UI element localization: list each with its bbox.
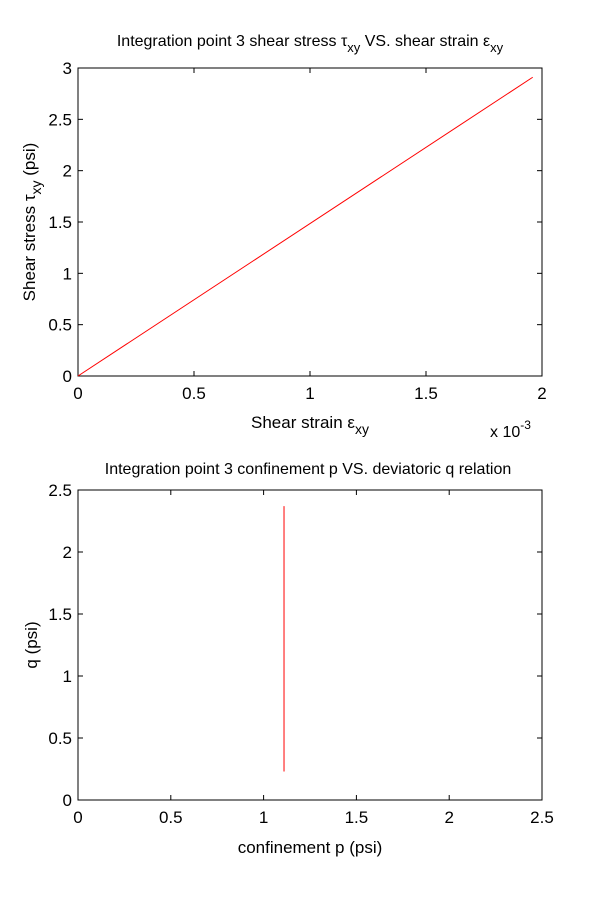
y-tick-label: 2.5 xyxy=(48,110,72,129)
p-q-axes: Integration point 3 confinement p VS. de… xyxy=(22,461,554,857)
plot1-ylabel: Shear stress τxy (psi) xyxy=(20,143,44,302)
shear-stress-strain-axes: Integration point 3 shear stress τxy VS.… xyxy=(20,33,547,441)
y-tick-label: 0.5 xyxy=(48,729,72,748)
x-tick-label: 2 xyxy=(537,384,546,403)
y-tick-label: 0.5 xyxy=(48,316,72,335)
y-tick-label: 1 xyxy=(63,264,72,283)
x-tick-label: 2.5 xyxy=(530,808,554,827)
y-tick-label: 2 xyxy=(63,162,72,181)
y-tick-label: 2 xyxy=(63,543,72,562)
x-tick-label: 0 xyxy=(73,808,82,827)
plot1-xlabel: Shear strain εxy xyxy=(251,413,369,437)
plot2-title: Integration point 3 confinement p VS. de… xyxy=(105,461,511,478)
y-tick-label: 1 xyxy=(63,667,72,686)
x-tick-label: 1 xyxy=(305,384,314,403)
plot2-ylabel: q (psi) xyxy=(22,621,41,668)
x-tick-label: 2 xyxy=(444,808,453,827)
y-tick-label: 0 xyxy=(63,791,72,810)
plot1-x-exponent: x 10-3 xyxy=(490,418,531,441)
y-tick-label: 1.5 xyxy=(48,605,72,624)
y-tick-label: 2.5 xyxy=(48,481,72,500)
plot2-xlabel: confinement p (psi) xyxy=(238,838,383,857)
plot2-frame xyxy=(77,489,543,801)
x-tick-label: 0 xyxy=(73,384,82,403)
plot1-title: Integration point 3 shear stress τxy VS.… xyxy=(117,33,504,55)
y-tick-label: 1.5 xyxy=(48,213,72,232)
y-tick-label: 0 xyxy=(63,367,72,386)
x-tick-label: 0.5 xyxy=(159,808,183,827)
y-tick-label: 3 xyxy=(63,59,72,78)
x-tick-label: 1.5 xyxy=(414,384,438,403)
series-line-shear xyxy=(77,76,533,377)
x-tick-label: 1 xyxy=(259,808,268,827)
x-tick-label: 0.5 xyxy=(182,384,206,403)
x-tick-label: 1.5 xyxy=(345,808,369,827)
